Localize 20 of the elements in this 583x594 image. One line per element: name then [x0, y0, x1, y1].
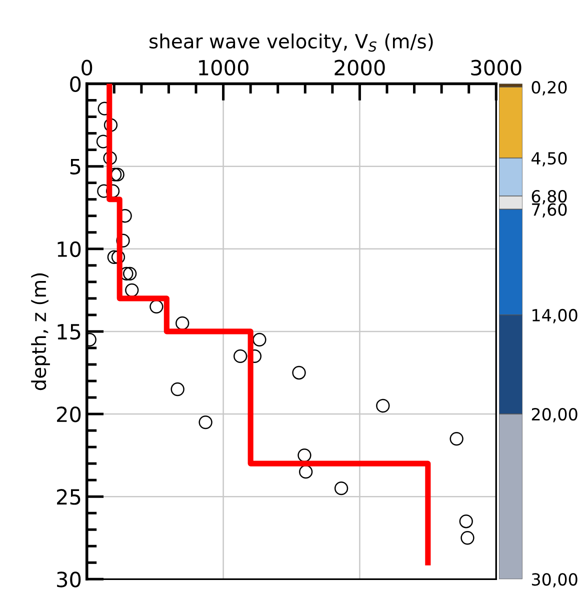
x-tick-label: 1000: [199, 60, 248, 76]
y-tick-label: 20,00: [532, 408, 578, 422]
y-tick-label: 20: [57, 406, 81, 422]
x-axis-title: shear wave velocity, V$_{S}$ (m/s): [150, 34, 433, 52]
y-tick-label: 7,60: [532, 203, 567, 218]
y-tick-label: 5: [70, 159, 80, 175]
y-tick-label: 6,80: [532, 190, 567, 204]
y-tick-label: 14,00: [532, 308, 578, 324]
y-tick-label: 0: [70, 76, 81, 92]
y-tick-label: 0,20: [532, 81, 567, 96]
y-tick-label: 25: [57, 489, 80, 505]
x-tick-label: 0: [82, 60, 92, 76]
y-tick-label: 30: [57, 572, 81, 588]
y-tick-label: 10: [58, 241, 81, 258]
x-tick-label: 3000: [471, 60, 522, 76]
y-tick-label: 15: [58, 324, 80, 340]
y-tick-label: 4,50: [532, 152, 567, 166]
y-axis-title: depth, z (m): [31, 273, 50, 390]
y-tick-label: 30,00: [532, 573, 578, 588]
x-tick-label: 2000: [334, 60, 385, 76]
